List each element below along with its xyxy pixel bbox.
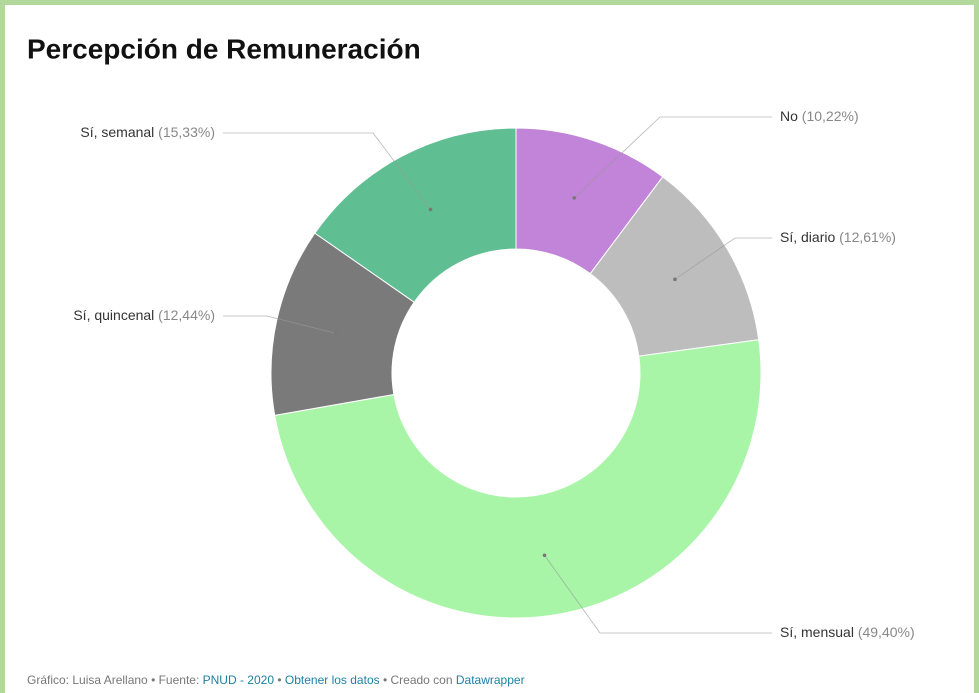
leader-line bbox=[674, 237, 772, 280]
label-value: (12,44%) bbox=[154, 307, 215, 323]
label-name: Sí, quincenal bbox=[73, 307, 154, 323]
footer-link[interactable]: Obtener los datos bbox=[284, 673, 380, 687]
slice-label: Sí, mensual (49,40%) bbox=[780, 624, 915, 640]
label-name: Sí, diario bbox=[780, 229, 835, 245]
slice-label: Sí, diario (12,61%) bbox=[780, 229, 896, 245]
label-value: (12,61%) bbox=[835, 229, 896, 245]
footer-text: Gráfico: Luisa Arellano • Fuente: bbox=[27, 673, 203, 687]
footer-text: • bbox=[274, 673, 285, 687]
label-value: (49,40%) bbox=[854, 624, 915, 640]
leader-dot bbox=[572, 196, 577, 200]
leader-line bbox=[223, 132, 431, 210]
footer-link[interactable]: Datawrapper bbox=[455, 673, 525, 687]
chart: Percepción de Remuneración No (10,22%) Sí… bbox=[27, 33, 915, 640]
footer-text: • Creado con bbox=[379, 673, 456, 687]
leader-dot bbox=[542, 553, 547, 558]
label-name: Sí, semanal bbox=[80, 124, 154, 140]
slice-label: Sí, quincenal (12,44%) bbox=[73, 307, 215, 323]
label-name: No bbox=[780, 108, 798, 124]
footer: Gráfico: Luisa Arellano • Fuente: PNUD -… bbox=[27, 673, 525, 687]
leader-line bbox=[223, 315, 336, 334]
slice-label: Sí, semanal (15,33%) bbox=[80, 124, 215, 140]
donut-slice bbox=[274, 339, 762, 619]
chart-title: Percepción de Remuneración bbox=[27, 33, 421, 64]
slice-label: No (10,22%) bbox=[780, 108, 859, 124]
label-value: (15,33%) bbox=[154, 124, 215, 140]
label-value: (10,22%) bbox=[798, 108, 859, 124]
leader-dot bbox=[428, 207, 433, 212]
label-name: Sí, mensual bbox=[780, 624, 854, 640]
leader-line bbox=[573, 116, 772, 199]
leader-line bbox=[544, 555, 772, 634]
leader-dot bbox=[334, 331, 338, 336]
leader-dot bbox=[673, 277, 677, 282]
donut-slice bbox=[314, 127, 517, 303]
footer-link[interactable]: PNUD - 2020 bbox=[202, 673, 275, 687]
